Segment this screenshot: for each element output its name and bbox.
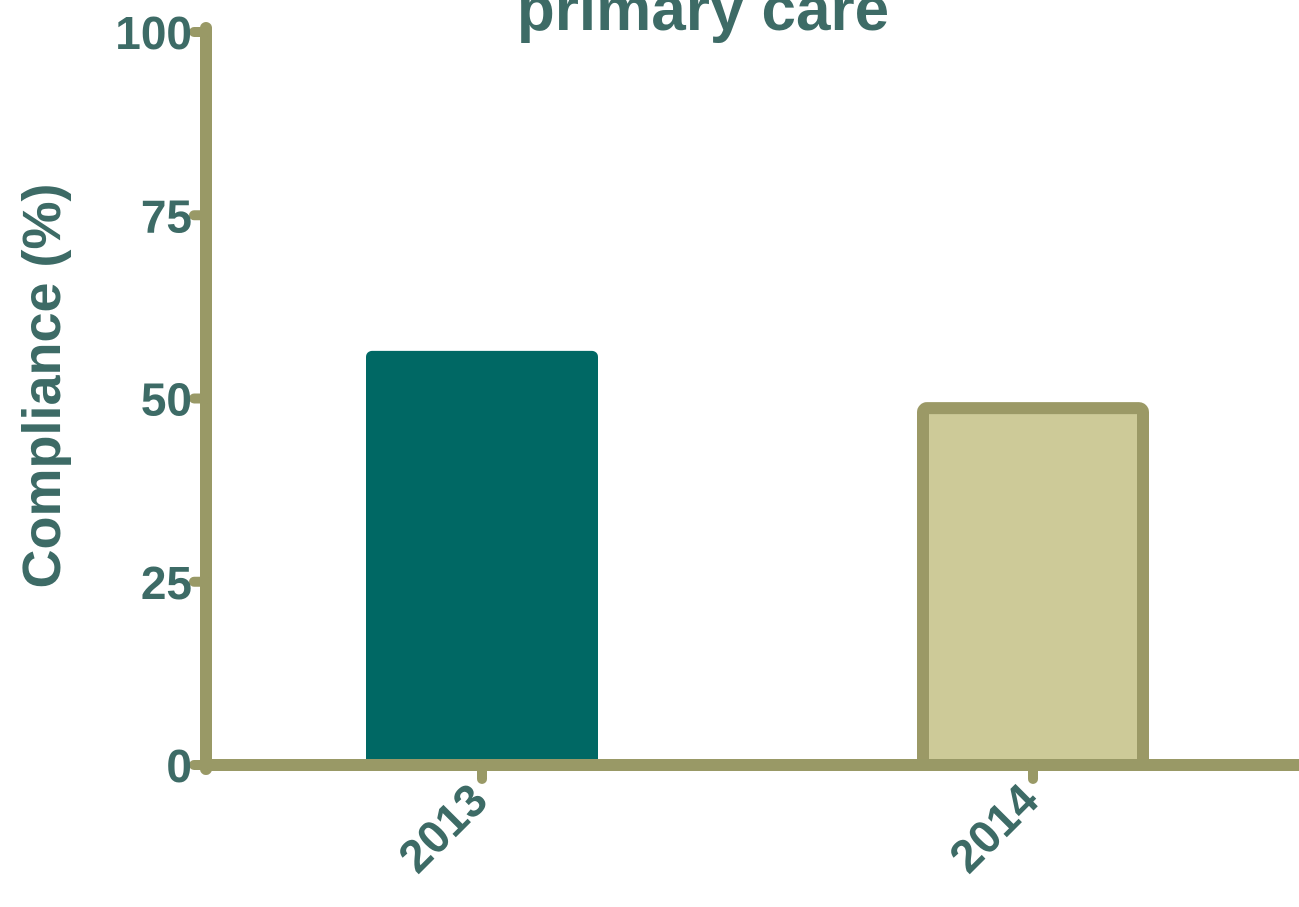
chart-title: primary care [517, 0, 889, 44]
bars-group [366, 350, 1149, 771]
y-tick-label: 50 [141, 374, 192, 426]
x-ticks-group: 2013 2014 [388, 760, 1048, 882]
x-tick-label-2014: 2014 [939, 773, 1048, 882]
y-axis-label: Compliance (%) [12, 183, 72, 588]
y-tick-label: 75 [141, 190, 192, 242]
y-tick-label: 100 [115, 7, 192, 59]
bar-2013 [366, 350, 598, 765]
y-tick-label: 0 [166, 740, 192, 792]
x-tick-label-2013: 2013 [388, 773, 497, 882]
bar-2014 [917, 402, 1149, 771]
y-tick-label: 25 [141, 557, 192, 609]
y-ticks-group: 0 25 50 75 100 [115, 7, 211, 792]
